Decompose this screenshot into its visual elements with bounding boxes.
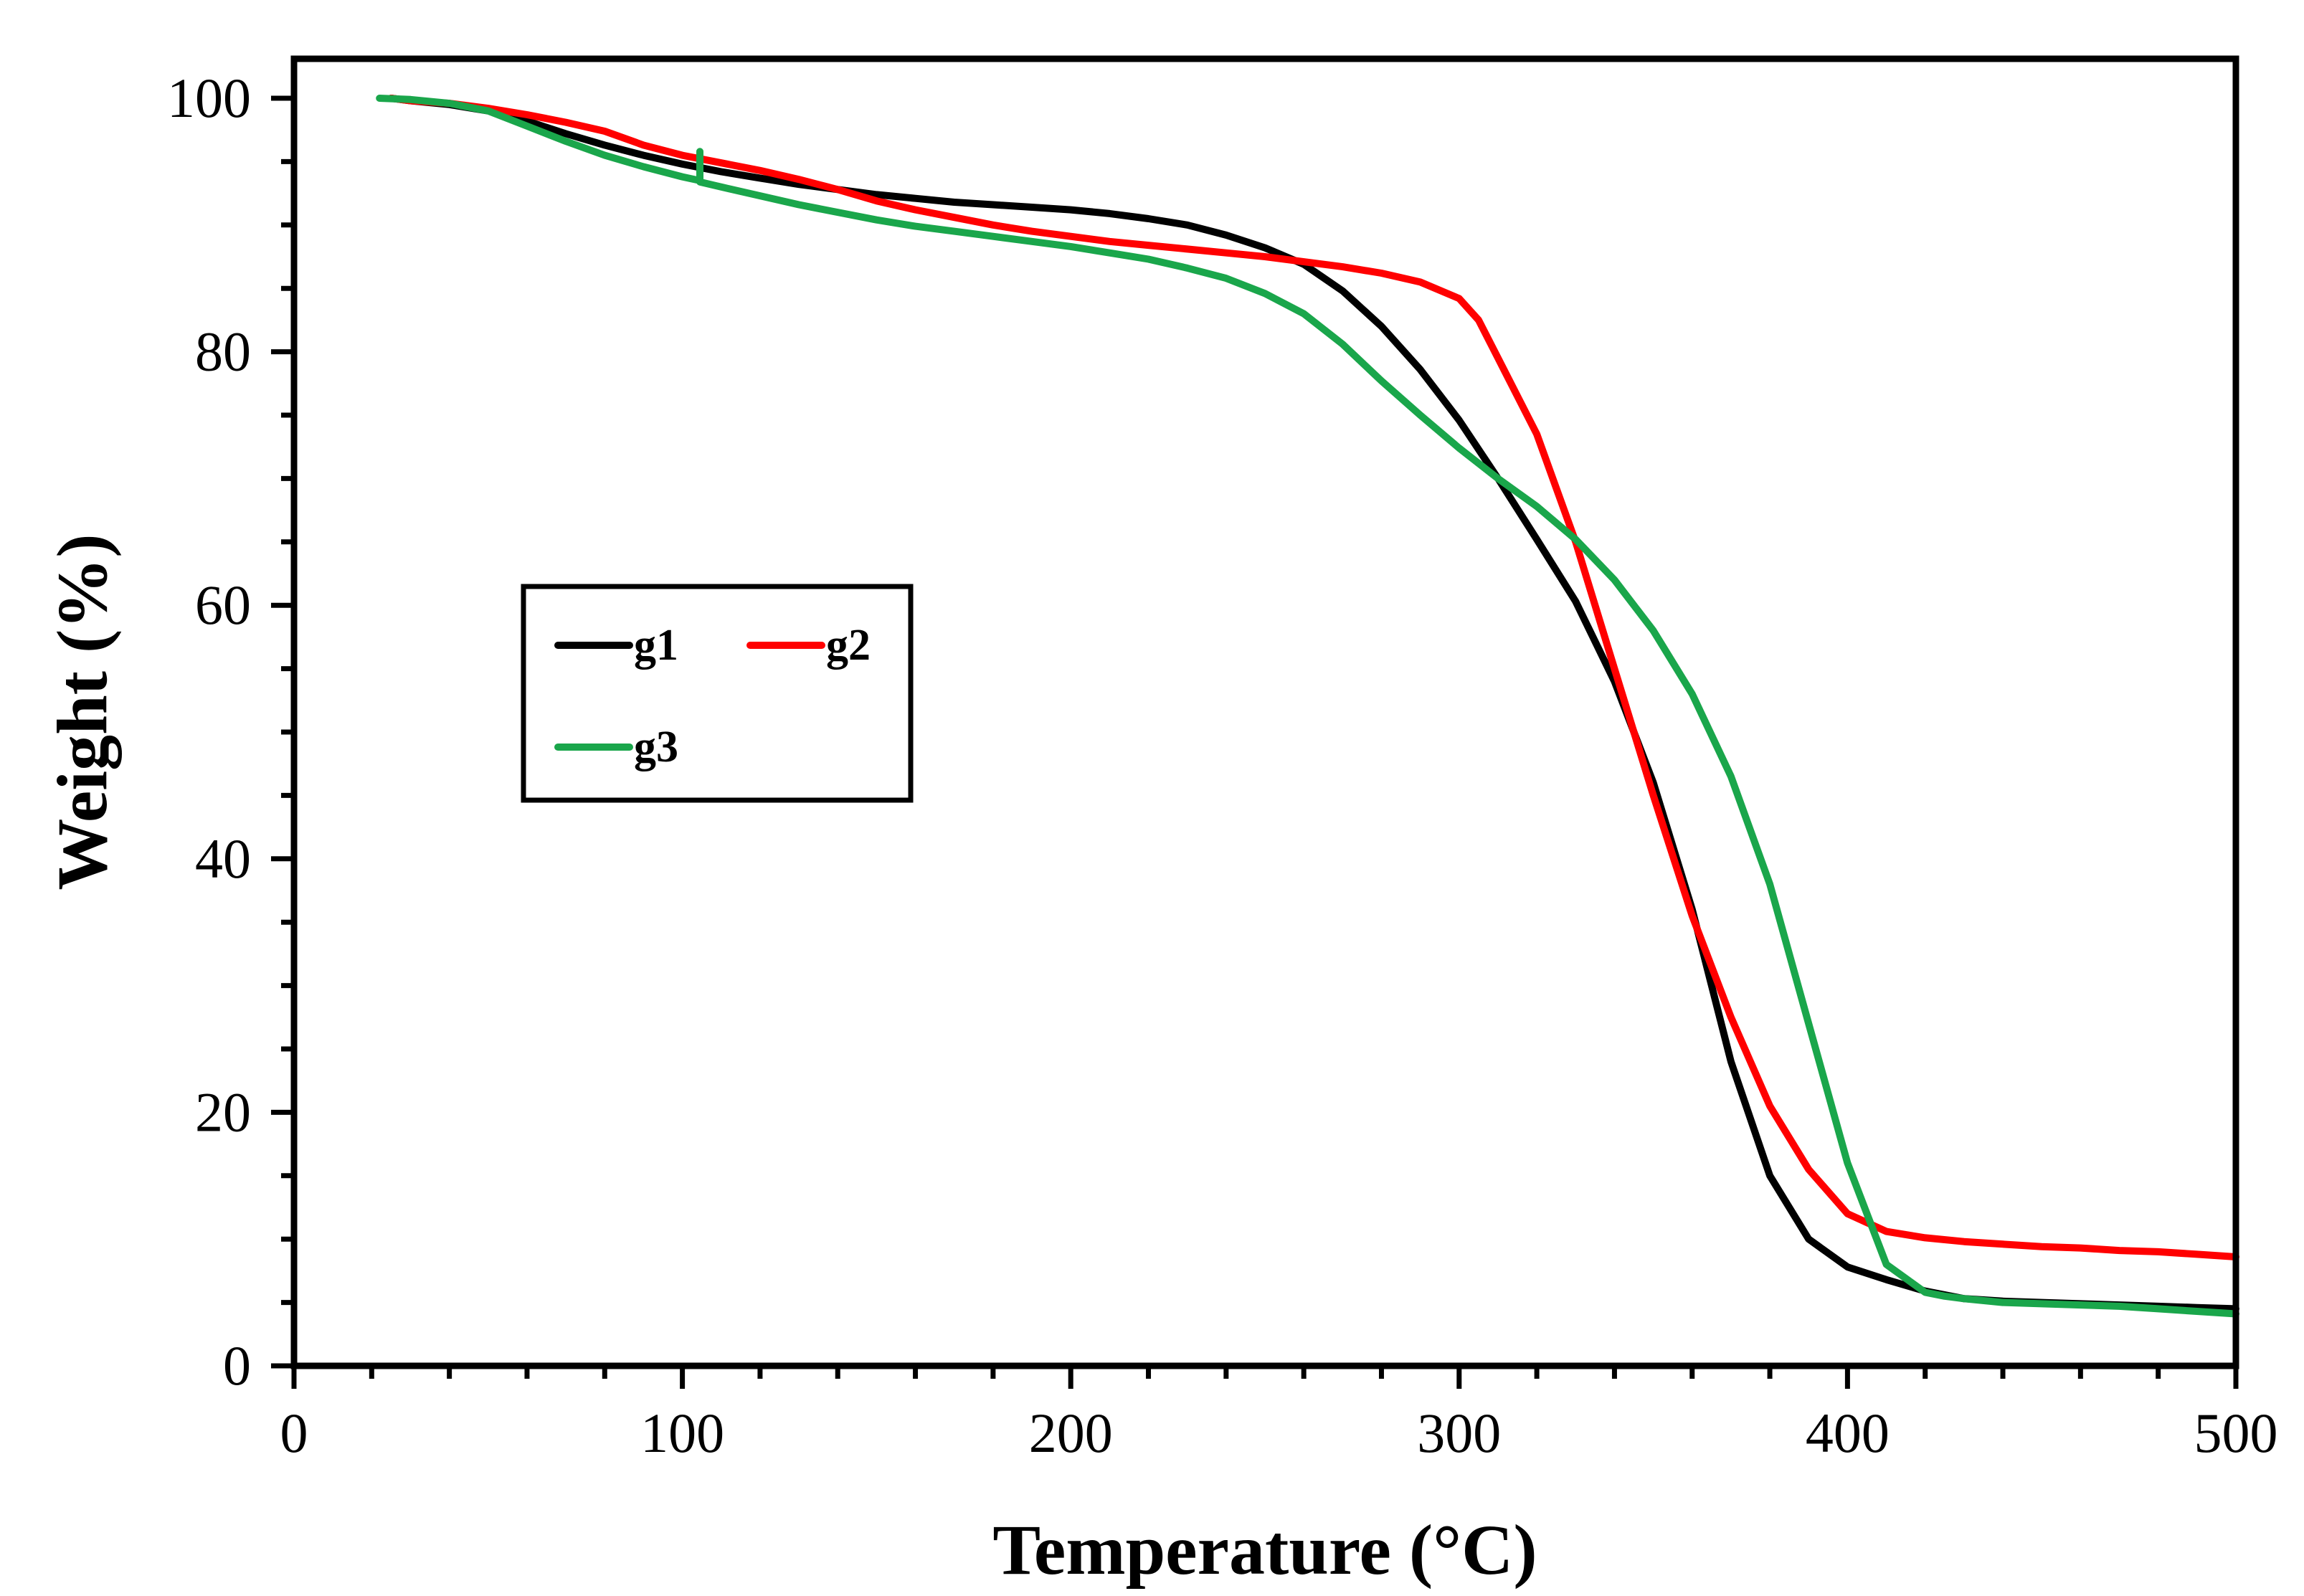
legend-label-g1: g1 <box>634 621 678 670</box>
x-tick-label: 400 <box>1806 1402 1890 1464</box>
x-tick-label: 200 <box>1029 1402 1113 1464</box>
y-tick-label: 20 <box>195 1080 251 1143</box>
legend-label-g3: g3 <box>634 723 678 771</box>
y-axis-title: Weight (%) <box>42 533 122 890</box>
y-tick-label: 40 <box>195 827 251 890</box>
x-tick-label: 0 <box>280 1402 308 1464</box>
x-axis-title: Temperature (°C) <box>992 1510 1537 1590</box>
plot-frame <box>290 55 2239 1369</box>
legend: g1 g2 g3 <box>521 584 914 803</box>
x-tick-label: 500 <box>2194 1402 2278 1464</box>
series-line-g3 <box>376 95 2239 1318</box>
y-tick-label: 0 <box>223 1334 251 1397</box>
y-tick-labels: 0 20 40 60 80 100 <box>167 67 251 1397</box>
major-ticks <box>271 95 2239 1389</box>
legend-label-g2: g2 <box>826 621 871 670</box>
y-tick-label: 100 <box>167 67 251 129</box>
y-tick-label: 80 <box>195 320 251 383</box>
legend-box <box>521 584 914 803</box>
series-lines <box>376 95 2239 1318</box>
x-tick-labels: 0 100 200 300 400 500 <box>280 1402 2278 1464</box>
series-line-g2 <box>387 95 2239 1260</box>
y-tick-label: 60 <box>195 574 251 636</box>
x-tick-label: 300 <box>1417 1402 1501 1464</box>
x-tick-label: 100 <box>640 1402 724 1464</box>
legend-items: g1 g2 g3 <box>554 621 871 771</box>
